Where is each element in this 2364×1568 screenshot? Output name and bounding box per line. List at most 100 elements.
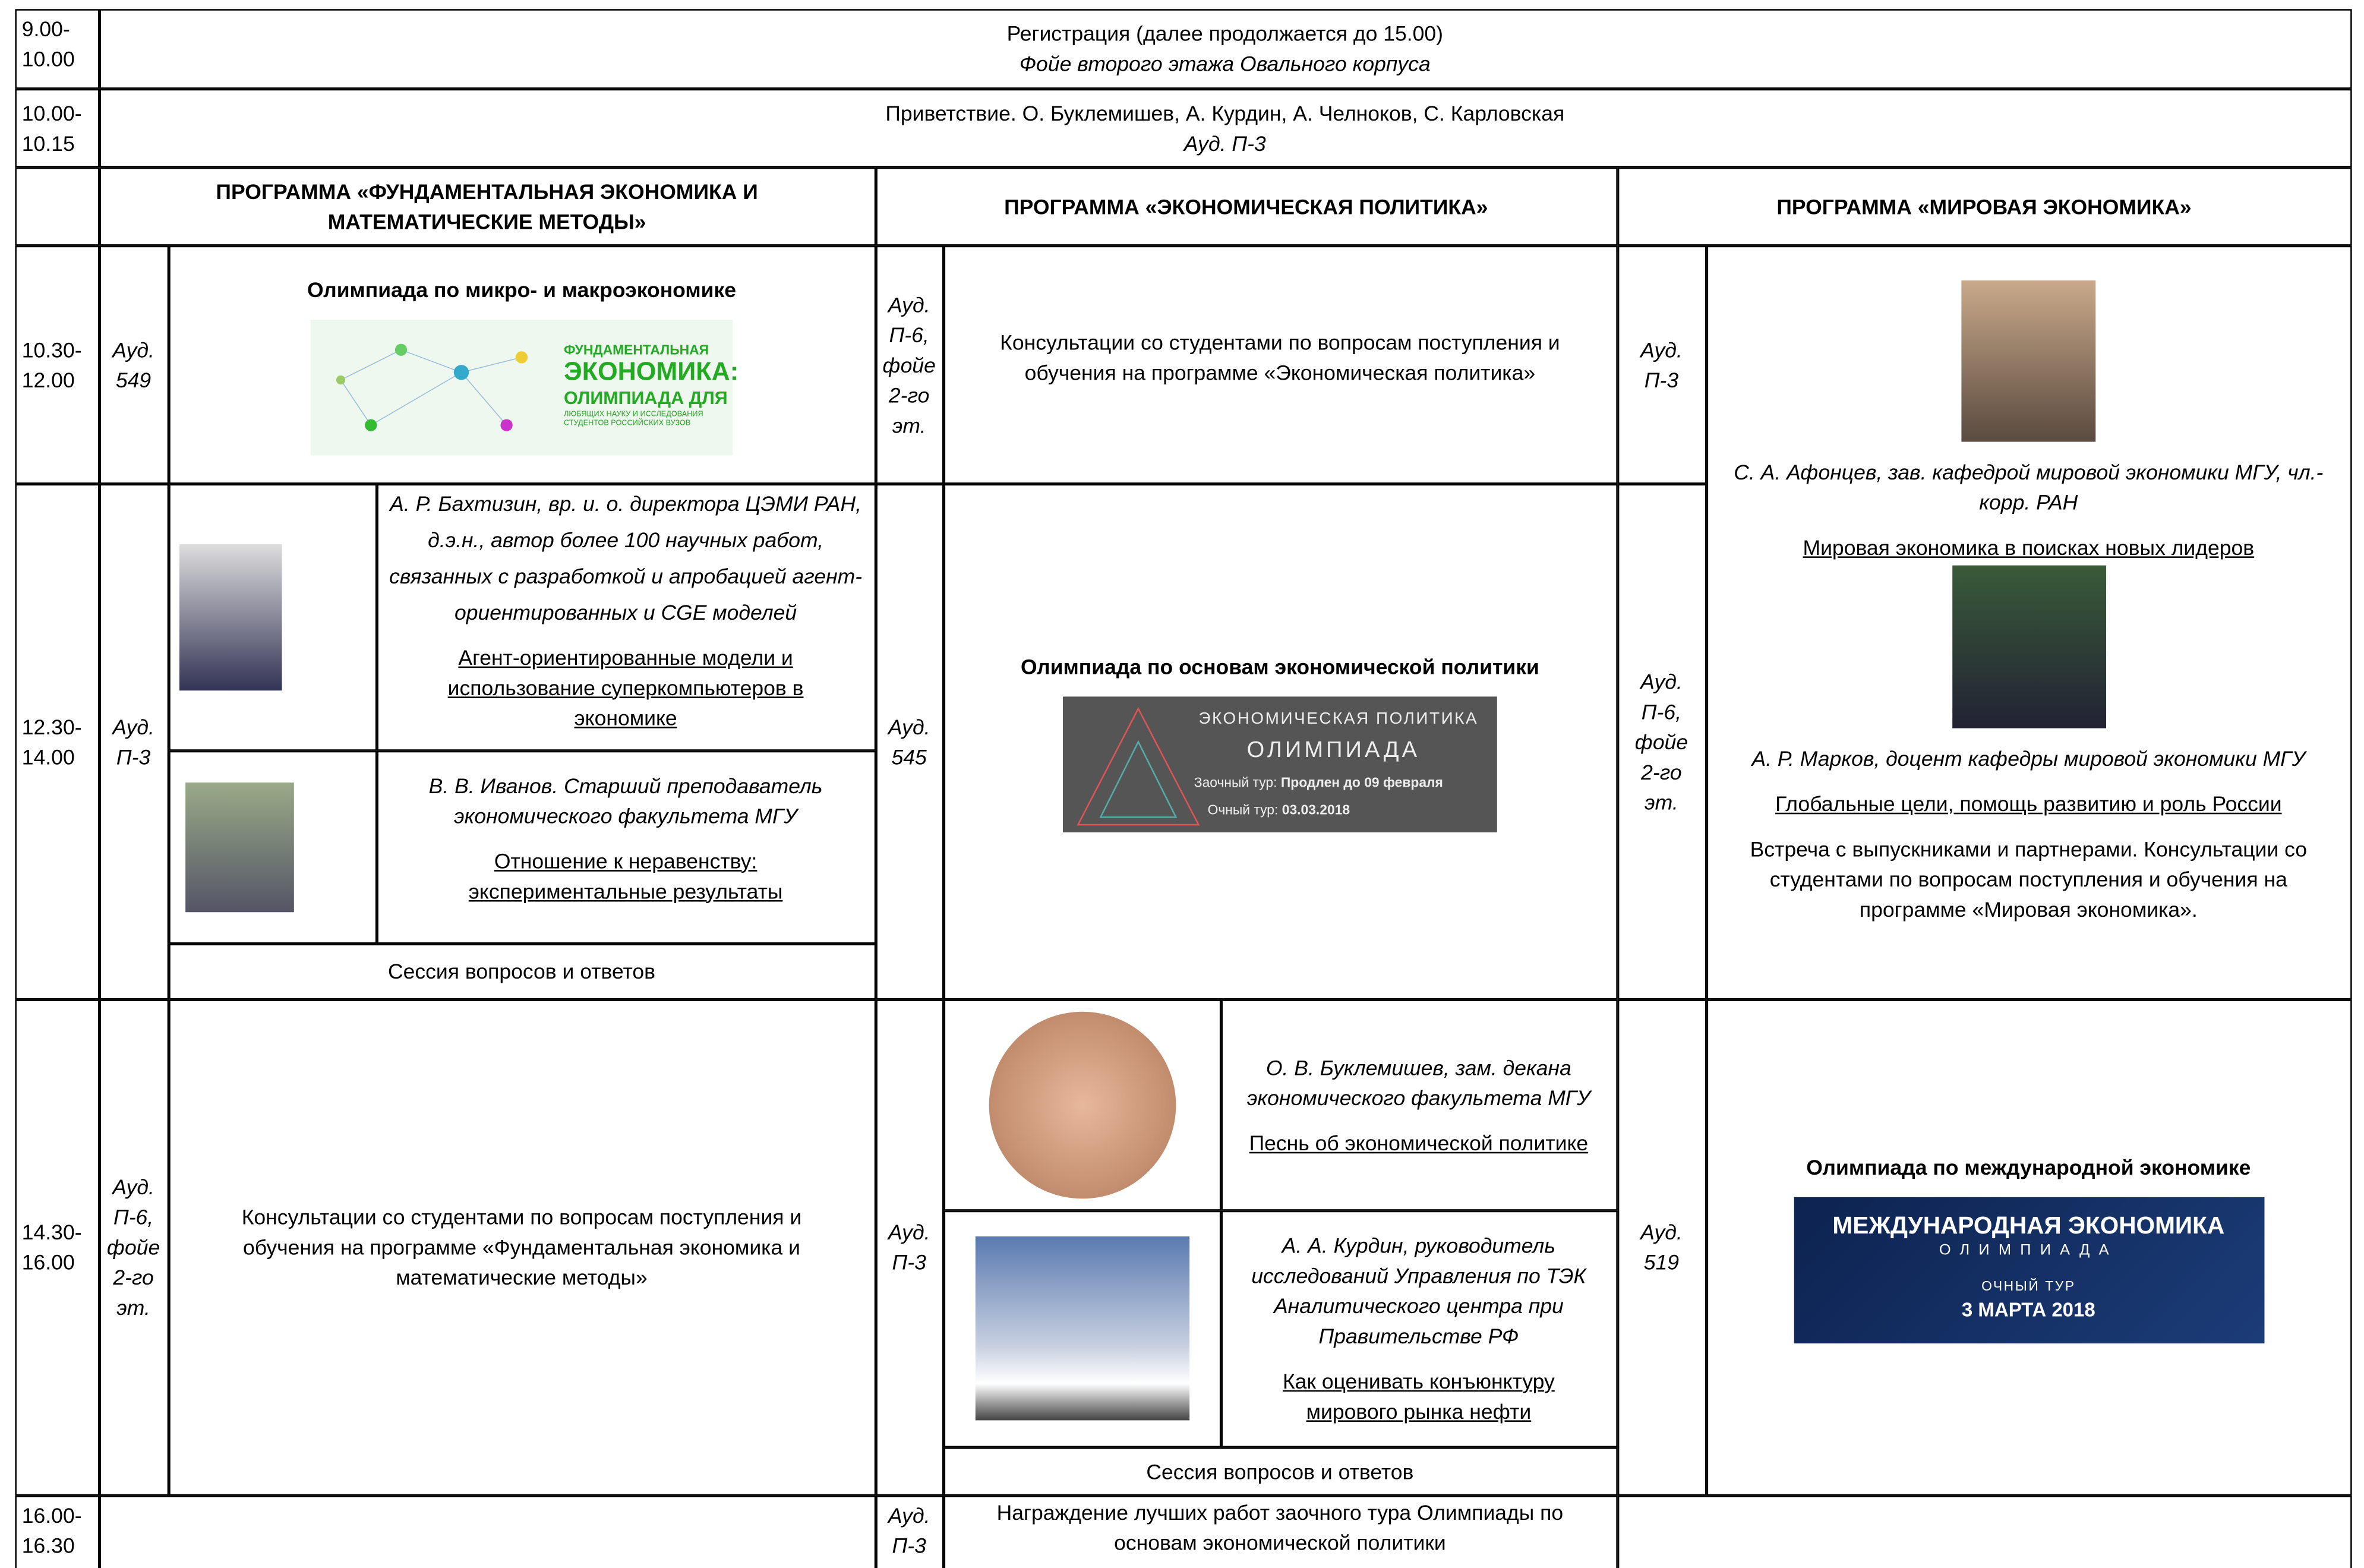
room: Ауд. 549 (99, 245, 168, 484)
banner-text: ЛЮБЯЩИХ НАУКУ И ИССЛЕДОВАНИЯ СТУДЕНТОВ Р… (564, 409, 703, 428)
speaker: А. Р. Бахтизин, вр. и. о. директора ЦЭМИ… (389, 490, 863, 624)
room: Ауд. П-3 (1617, 245, 1706, 484)
room: Ауд. 519 (1617, 999, 1706, 1496)
cell (14, 166, 99, 245)
cell: Сессия вопросов и ответов (943, 1446, 1617, 1496)
cell (168, 750, 377, 944)
banner-text: ФУНДАМЕНТАЛЬНАЯ (564, 341, 709, 357)
cell (99, 1495, 876, 1568)
banner-text: ОЛИМПИАДА ДЛЯ (564, 386, 728, 408)
speaker: В. В. Иванов. Старший преподаватель экон… (428, 772, 823, 827)
cell: Консультации со студентами по вопросам п… (943, 245, 1617, 484)
time-text: 16.00-16.30 (21, 1502, 82, 1557)
program-header: ПРОГРАММА «МИРОВАЯ ЭКОНОМИКА» (1617, 166, 2352, 245)
banner-text: 3 МАРТА 2018 (1961, 1297, 2095, 1320)
topic: Как оценивать конъюнктуру мирового рынка… (1282, 1369, 1555, 1424)
network-art (336, 343, 528, 431)
time-text: 9.00-10.00 (21, 15, 75, 70)
banner-text: МЕЖДУНАРОДНАЯ ЭКОНОМИКА (1832, 1213, 2225, 1239)
title: Олимпиада по основам экономической полит… (1020, 654, 1539, 678)
banner: ЭКОНОМИЧЕСКАЯ ПОЛИТИКА ОЛИМПИАДА Заочный… (1063, 696, 1497, 832)
photo (184, 781, 293, 911)
cell: А. А. Курдин, руководитель исследований … (1220, 1210, 1617, 1447)
room-text: Ауд. П-6, фойе 2-го эт. (106, 1174, 160, 1320)
cell: Олимпиада по основам экономической полит… (943, 483, 1617, 999)
cell: Консультации со студентами по вопросам п… (168, 999, 876, 1496)
room-text: Ауд. 519 (1640, 1219, 1683, 1274)
photo (1951, 564, 2106, 728)
room: Ауд. П-6, фойе 2-го эт. (875, 245, 943, 484)
room-text: Ауд. П-3 (1640, 337, 1683, 392)
event: Регистрация (далее продолжается до 15.00… (1006, 21, 1443, 46)
room-text: Ауд. П-6, фойе 2-го эт. (1634, 668, 1688, 814)
room: Ауд. П-3 (99, 483, 168, 999)
speaker: С. А. Афонцев, зав. кафедрой мировой эко… (1734, 459, 2324, 514)
speaker: А. Р. Марков, доцент кафедры мировой эко… (1751, 745, 2306, 770)
text: Награждение лучших работ заочного тура О… (996, 1499, 1564, 1554)
time: 9.00-10.00 (14, 8, 99, 89)
time: 14.30-16.00 (14, 999, 99, 1496)
speaker: А. А. Курдин, руководитель исследований … (1251, 1233, 1586, 1348)
room: Ауд. П-6, фойе 2-го эт. (1617, 483, 1706, 999)
banner: МЕЖДУНАРОДНАЯ ЭКОНОМИКА ОЛИМПИАДА ОЧНЫЙ … (1793, 1196, 2264, 1343)
speaker: О. В. Буклемишев, зам. декана экономичес… (1246, 1055, 1590, 1109)
room-text: Ауд. П-3 (888, 1219, 930, 1274)
banner-text: ОЧНЫЙ ТУР (1981, 1277, 2076, 1293)
time-text: 10.30-12.00 (21, 337, 82, 392)
photo (988, 1011, 1176, 1198)
banner-text: Продлен до 09 февраля (1280, 774, 1443, 790)
cell (168, 483, 377, 750)
qa: Сессия вопросов и ответов (387, 958, 656, 983)
banner-text: ЭКОНОМИЧЕСКАЯ ПОЛИТИКА (1198, 709, 1479, 728)
cell: Сессия вопросов и ответов (168, 943, 876, 999)
room: Ауд. П-3 (875, 1495, 943, 1568)
room-text: Ауд. 545 (888, 714, 930, 768)
room: Ауд. 545 (875, 483, 943, 999)
banner-text: 03.03.2018 (1282, 801, 1350, 817)
room-text: Ауд. П-3 (112, 714, 154, 768)
banner-text: ОЛИМПИАДА (1939, 1241, 2118, 1258)
place: Ауд. П-3 (1183, 130, 1266, 155)
event: Приветствие. О. Буклемишев, А. Курдин, А… (885, 100, 1565, 125)
cell: Приветствие. О. Буклемишев, А. Курдин, А… (99, 88, 2352, 167)
time-text: 10.00-10.15 (21, 100, 82, 155)
banner-text: Очный тур: (1207, 801, 1279, 817)
program: ПРОГРАММА «ЭКОНОМИЧЕСКАЯ ПОЛИТИКА» (1004, 194, 1488, 218)
topic: Глобальные цели, помощь развитию и роль … (1775, 790, 2282, 815)
room-text: Ауд. 549 (112, 337, 154, 392)
text: Консультации со студентами по вопросам п… (1000, 329, 1560, 384)
photo (974, 1236, 1189, 1421)
cell: В. В. Иванов. Старший преподаватель экон… (376, 750, 876, 944)
title: Олимпиада по международной экономике (1806, 1154, 2251, 1179)
room: Ауд. П-3 (875, 999, 943, 1496)
text: Встреча с выпускниками и партнерами. Кон… (1750, 836, 2308, 921)
time-text: 14.30-16.00 (21, 1219, 82, 1274)
topic: Отношение к неравенству: экспериментальн… (468, 848, 783, 903)
cell (943, 1210, 1221, 1447)
photo (178, 543, 282, 690)
photo (1961, 279, 2096, 441)
title: Олимпиада по микро- и макроэкономике (307, 276, 737, 301)
cell: Олимпиада по международной экономике МЕЖ… (1706, 999, 2352, 1496)
topic: Мировая экономика в поисках новых лидеро… (1803, 534, 2255, 559)
banner-text: Заочный тур: (1194, 774, 1277, 790)
time: 16.00-16.30 (14, 1495, 99, 1568)
time-text: 12.30-14.00 (21, 714, 82, 768)
triangle-art (1077, 706, 1200, 825)
cell: С. А. Афонцев, зав. кафедрой мировой эко… (1706, 245, 2352, 999)
banner: ФУНДАМЕНТАЛЬНАЯ ЭКОНОМИКА: ОЛИМПИАДА ДЛЯ… (310, 318, 738, 455)
cell: О. В. Буклемишев, зам. декана экономичес… (1220, 999, 1617, 1210)
cell: А. Р. Бахтизин, вр. и. о. директора ЦЭМИ… (376, 483, 876, 750)
program: ПРОГРАММА «ФУНДАМЕНТАЛЬНАЯ ЭКОНОМИКА И М… (216, 178, 758, 234)
qa: Сессия вопросов и ответов (1146, 1459, 1414, 1483)
banner-text: ЭКОНОМИКА: (564, 356, 739, 386)
room: Ауд. П-6, фойе 2-го эт. (99, 999, 168, 1496)
topic: Песнь об экономической политике (1249, 1130, 1589, 1154)
time: 10.00-10.15 (14, 88, 99, 167)
text: Консультации со студентами по вопросам п… (241, 1204, 802, 1289)
room-text: Ауд. П-3 (888, 1502, 930, 1557)
room-text: Ауд. П-6, фойе 2-го эт. (882, 292, 936, 437)
time: 12.30-14.00 (14, 483, 99, 999)
program-header: ПРОГРАММА «ФУНДАМЕНТАЛЬНАЯ ЭКОНОМИКА И М… (99, 166, 876, 245)
